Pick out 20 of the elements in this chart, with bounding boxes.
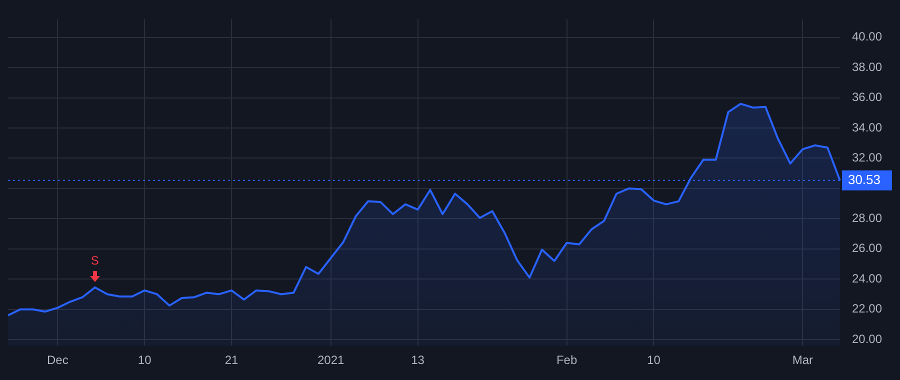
- x-tick-label: 10: [138, 353, 152, 368]
- x-tick-label: 2021: [318, 353, 345, 368]
- y-tick-label: 22.00: [852, 302, 882, 316]
- y-tick-label: 28.00: [852, 210, 882, 225]
- y-tick-label: 26.00: [852, 241, 882, 256]
- x-tick-label: Dec: [47, 353, 68, 368]
- annotation: S: [90, 254, 99, 268]
- x-tick-label: Feb: [556, 353, 578, 368]
- x-tick-label: Mar: [792, 353, 814, 368]
- y-tick-label: 20.00: [852, 332, 882, 346]
- y-tick-label: 34.00: [852, 120, 882, 134]
- y-tick-label: 38.00: [852, 60, 882, 74]
- y-tick-label: 24.00: [852, 271, 882, 286]
- y-tick-label: 32.00: [852, 150, 882, 165]
- ref-line-label: 30.53: [848, 172, 881, 188]
- y-tick-label: 40.00: [852, 30, 882, 44]
- y-tick-label: 36.00: [852, 90, 882, 104]
- x-tick-label: 13: [411, 353, 425, 368]
- x-tick-label: 21: [224, 353, 239, 368]
- x-tick-label: 10: [647, 353, 661, 368]
